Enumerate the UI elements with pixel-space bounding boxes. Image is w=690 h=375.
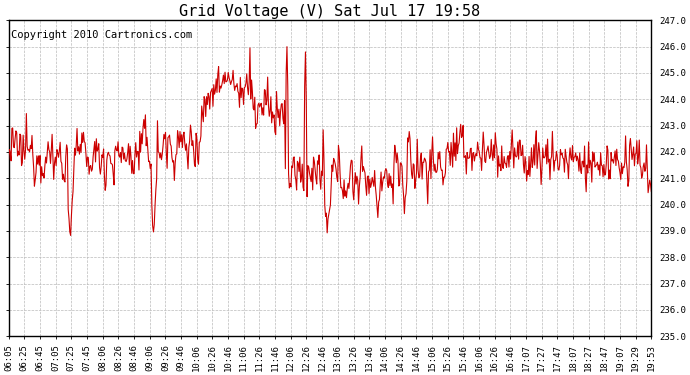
- Title: Grid Voltage (V) Sat Jul 17 19:58: Grid Voltage (V) Sat Jul 17 19:58: [179, 4, 480, 19]
- Text: Copyright 2010 Cartronics.com: Copyright 2010 Cartronics.com: [10, 30, 192, 40]
